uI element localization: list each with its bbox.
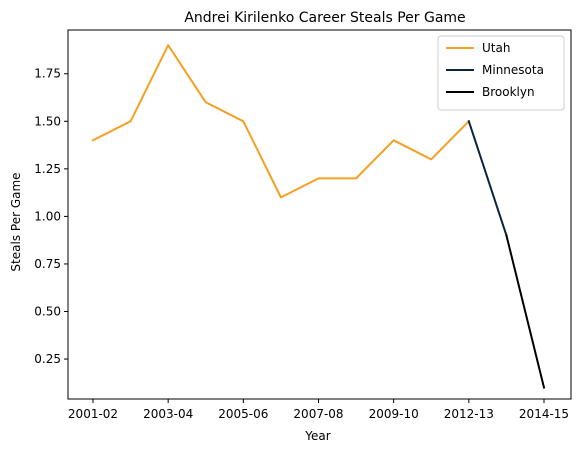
y-tick-label: 1.50	[34, 114, 61, 128]
chart-title: Andrei Kirilenko Career Steals Per Game	[184, 10, 465, 26]
series-line-minnesota	[467, 120, 508, 237]
y-tick-label: 0.75	[34, 257, 61, 271]
series-lines	[91, 44, 546, 389]
x-tick-label: 2014-15	[519, 407, 569, 421]
series-line-utah	[91, 44, 471, 199]
x-tick-label: 2007-08	[293, 407, 343, 421]
x-tick-label: 2009-10	[369, 407, 419, 421]
x-axis-ticks: 2001-02 2003-04 2005-06 2007-08 2009-10 2012-…	[68, 399, 569, 421]
series-line-brooklyn	[505, 234, 546, 389]
plot-frame	[67, 29, 572, 400]
legend: Utah Minnesota Brooklyn	[437, 35, 565, 111]
legend-label-brooklyn: Brooklyn	[482, 85, 535, 99]
y-tick-label: 1.00	[34, 209, 61, 223]
x-tick-label: 2005-06	[218, 407, 268, 421]
y-axis-ticks: 0.25 0.50 0.75 1.00 1.25 1.50 1.75	[34, 67, 68, 366]
legend-label-utah: Utah	[482, 41, 510, 55]
x-tick-label: 2012-13	[444, 407, 494, 421]
x-tick-label: 2003-04	[143, 407, 193, 421]
x-axis-label: Year	[304, 429, 330, 443]
legend-label-minnesota: Minnesota	[482, 63, 544, 77]
y-tick-label: 0.50	[34, 305, 61, 319]
y-tick-label: 0.25	[34, 352, 61, 366]
x-tick-label: 2001-02	[68, 407, 118, 421]
y-axis-label: Steals Per Game	[9, 172, 23, 271]
y-tick-label: 1.75	[34, 67, 61, 81]
y-tick-label: 1.25	[34, 162, 61, 176]
